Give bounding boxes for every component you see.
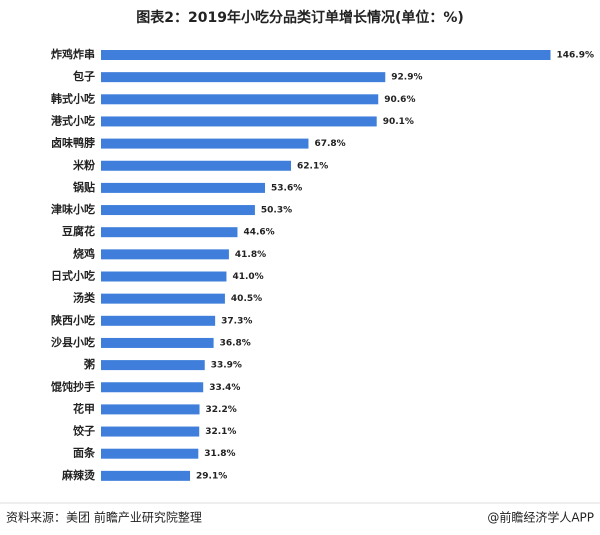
category-label: 津味小吃 bbox=[51, 202, 95, 216]
bar bbox=[101, 470, 191, 481]
category-label: 豆腐花 bbox=[62, 224, 95, 238]
value-label: 90.1% bbox=[383, 117, 414, 127]
value-label: 146.9% bbox=[557, 51, 595, 61]
category-label: 馄饨抄手 bbox=[50, 379, 95, 393]
source: 资料来源：美团 前瞻产业研究院整理 bbox=[6, 510, 202, 525]
bar bbox=[101, 404, 200, 415]
bar bbox=[101, 160, 292, 171]
category-label: 包子 bbox=[72, 69, 95, 83]
value-label: 41.0% bbox=[232, 272, 263, 282]
category-label: 卤味鸭脖 bbox=[51, 136, 95, 150]
value-label: 44.6% bbox=[243, 228, 274, 238]
bar bbox=[101, 94, 379, 105]
chart-title: 图表2：2019年小吃分品类订单增长情况(单位：%) bbox=[136, 9, 464, 26]
value-label: 40.5% bbox=[231, 294, 262, 304]
credit: @前瞻经济学人APP bbox=[487, 510, 594, 525]
bar bbox=[101, 72, 386, 83]
value-label: 53.6% bbox=[271, 183, 302, 193]
value-label: 50.3% bbox=[261, 206, 292, 216]
bar bbox=[101, 293, 225, 304]
value-label: 36.8% bbox=[220, 338, 251, 348]
bar bbox=[101, 426, 200, 437]
bar bbox=[101, 138, 309, 149]
bar bbox=[101, 227, 238, 238]
value-label: 67.8% bbox=[314, 139, 345, 149]
bar bbox=[101, 448, 199, 459]
bar bbox=[101, 116, 377, 127]
bar bbox=[101, 360, 205, 371]
category-label: 汤类 bbox=[73, 291, 96, 305]
bar bbox=[101, 50, 551, 60]
category-label: 花甲 bbox=[73, 401, 95, 415]
category-label: 日式小吃 bbox=[51, 269, 95, 283]
category-label: 饺子 bbox=[73, 424, 95, 438]
bar bbox=[101, 182, 266, 193]
category-label: 烧鸡 bbox=[73, 246, 95, 260]
value-label: 29.1% bbox=[196, 471, 227, 481]
category-label: 韩式小吃 bbox=[51, 91, 95, 105]
category-label: 米粉 bbox=[72, 158, 95, 172]
category-label: 陕西小吃 bbox=[51, 313, 95, 327]
value-label: 33.4% bbox=[209, 383, 240, 393]
bar bbox=[101, 205, 255, 216]
value-label: 92.9% bbox=[391, 73, 422, 83]
bar bbox=[101, 249, 229, 260]
value-label: 31.8% bbox=[204, 449, 235, 459]
category-label: 麻辣烫 bbox=[61, 468, 96, 482]
category-label: 沙县小吃 bbox=[51, 335, 95, 349]
category-label: 炸鸡炸串 bbox=[51, 47, 95, 61]
bar bbox=[101, 271, 227, 282]
value-label: 32.1% bbox=[205, 427, 236, 437]
value-label: 41.8% bbox=[235, 250, 266, 260]
value-label: 33.9% bbox=[211, 361, 242, 371]
value-label: 62.1% bbox=[297, 161, 328, 171]
bar bbox=[101, 337, 214, 348]
bar bbox=[101, 382, 204, 393]
value-label: 32.2% bbox=[206, 405, 237, 415]
category-label: 面条 bbox=[73, 446, 96, 460]
bar bbox=[101, 315, 216, 326]
value-label: 90.6% bbox=[384, 95, 415, 105]
value-label: 37.3% bbox=[221, 316, 252, 326]
category-label: 港式小吃 bbox=[51, 113, 95, 127]
category-label: 锅贴 bbox=[73, 180, 95, 194]
category-label: 粥 bbox=[84, 357, 95, 371]
